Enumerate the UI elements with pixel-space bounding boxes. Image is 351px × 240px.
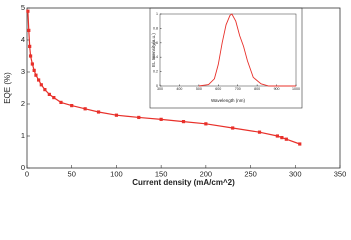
- x-tick-label: 0: [25, 170, 29, 179]
- x-tick-label: 200: [200, 170, 213, 179]
- data-line: [198, 13, 296, 87]
- x-axis-label: Current density (mA/cm^2): [132, 178, 235, 187]
- data-point: [257, 130, 262, 134]
- data-point: [96, 110, 101, 114]
- x-tick-label: 500: [196, 87, 202, 91]
- plot-frame: [159, 13, 297, 87]
- x-tick-label: 300: [289, 170, 302, 179]
- y-tick-label: 3: [21, 67, 25, 76]
- data-point: [52, 96, 56, 100]
- y-tick-label: 5: [21, 3, 25, 12]
- data-point: [28, 44, 32, 48]
- data-point: [284, 137, 288, 141]
- y-tick-label: 0: [21, 163, 25, 172]
- data-point: [181, 120, 186, 124]
- data-point: [137, 115, 141, 120]
- data-point: [43, 88, 47, 92]
- inset-frame: [149, 7, 303, 109]
- x-tick-label: 50: [68, 170, 76, 179]
- plot-frame: [26, 7, 341, 169]
- data-point: [47, 92, 51, 96]
- data-point: [59, 100, 63, 104]
- data-point: [275, 134, 279, 138]
- y-tick-label: 0.2: [153, 70, 158, 74]
- y-tick-label: 1: [21, 131, 25, 140]
- data-point: [231, 126, 235, 130]
- data-point: [27, 28, 31, 32]
- y-tick-label: 1: [156, 12, 158, 16]
- x-tick-label: 350: [334, 170, 347, 179]
- data-point: [32, 68, 36, 72]
- data-point: [83, 107, 87, 111]
- y-tick-label: 0.4: [153, 55, 158, 59]
- page: 0 50 100 150 200 250 300 350 0 1 2 3 4 5 Current densi…: [3, 2, 347, 188]
- x-tick-label: 600: [215, 87, 221, 91]
- y-tick-label: 0: [156, 84, 158, 88]
- y-tick-label: 0.6: [153, 41, 158, 45]
- data-point: [298, 142, 302, 146]
- x-tick-label: 900: [274, 87, 280, 91]
- data-point: [70, 104, 74, 108]
- x-tick-label: 400: [176, 87, 182, 91]
- x-axis-label: Wavelength (nm): [211, 98, 246, 103]
- y-tick-label: 4: [21, 35, 25, 44]
- data-point: [39, 83, 43, 87]
- y-tick-label: 2: [21, 99, 25, 108]
- data-point: [30, 62, 34, 66]
- y-axis-label: EQE (%): [3, 72, 12, 104]
- y-tick-label: 0.8: [153, 26, 158, 30]
- chart: 0 50 100 150 200 250 300 350 0 1 2 3 4 5 Current densi…: [3, 3, 347, 187]
- x-tick-label: 150: [155, 170, 168, 179]
- x-tick-label: 250: [244, 170, 257, 179]
- x-tick-label: 1000: [292, 87, 300, 91]
- data-point: [37, 78, 41, 82]
- x-tick-label: 100: [110, 170, 123, 179]
- data-point: [34, 73, 38, 77]
- data-point: [280, 136, 284, 140]
- x-tick-label: 300: [157, 87, 163, 91]
- data-point: [159, 117, 163, 121]
- y-axis-label: EL Intensity(a.u.): [151, 33, 156, 67]
- x-tick-label: 800: [254, 87, 260, 91]
- x-tick-label: 700: [235, 87, 241, 91]
- data-point: [204, 122, 208, 126]
- data-point: [26, 9, 30, 13]
- data-point: [28, 54, 33, 58]
- data-point: [114, 113, 119, 117]
